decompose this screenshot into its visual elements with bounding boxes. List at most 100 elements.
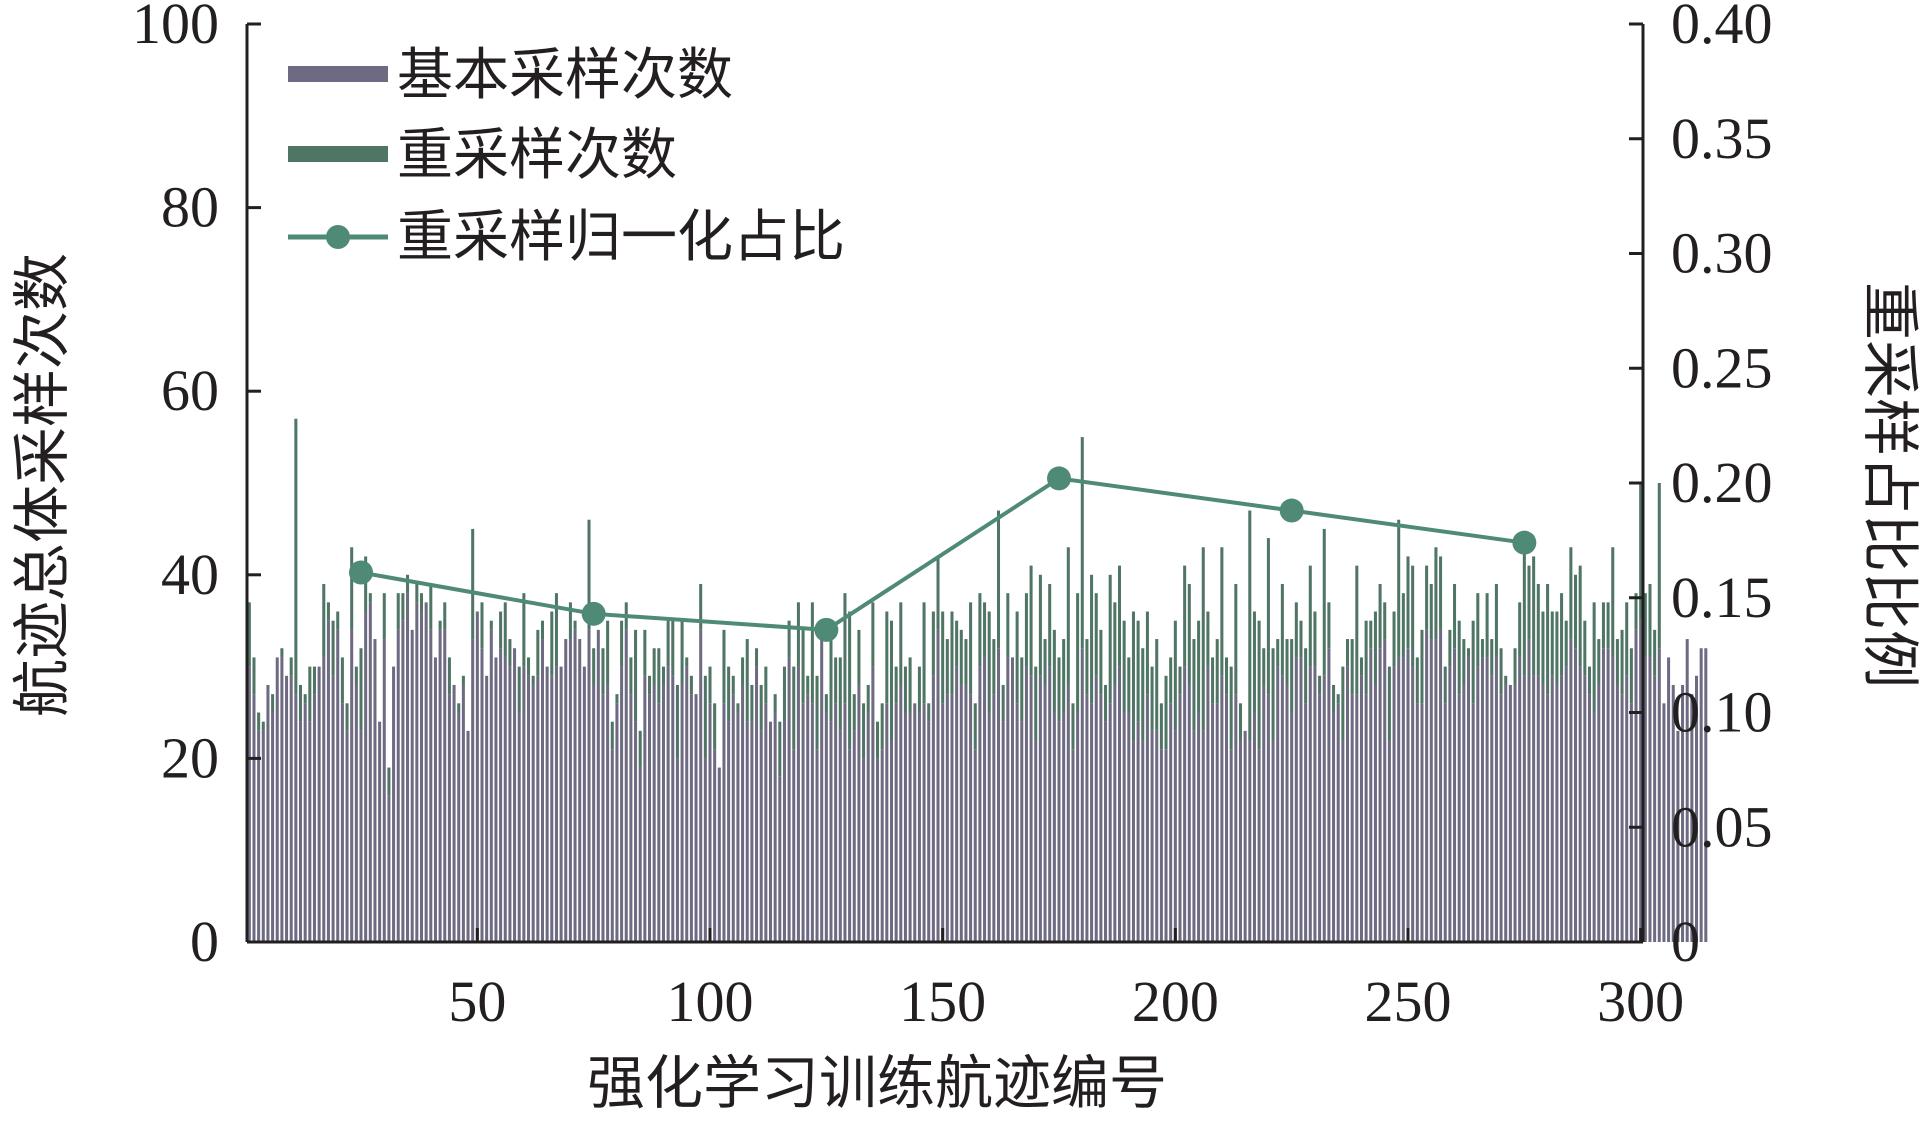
bar-resample <box>471 528 475 640</box>
bar-resample <box>396 593 400 630</box>
bar-base <box>889 740 893 942</box>
bar-base <box>862 758 866 942</box>
y-left-tick-label: 80 <box>161 175 219 240</box>
bar-base <box>513 648 517 942</box>
x-tick-label: 150 <box>899 969 986 1034</box>
bar-base <box>941 703 945 942</box>
bar-resample <box>1639 483 1643 621</box>
bar-base <box>438 629 442 942</box>
bar-resample <box>1234 583 1238 695</box>
bar-base <box>1485 657 1489 942</box>
bar-resample <box>1252 611 1256 713</box>
bar-base <box>1090 703 1094 942</box>
bar-resample <box>671 620 675 676</box>
bar-resample <box>592 648 596 685</box>
bar-base <box>1197 712 1201 942</box>
bar-resample <box>554 593 558 667</box>
bar-resample <box>1187 583 1191 685</box>
bar-base <box>396 629 400 942</box>
bar-resample <box>280 648 284 658</box>
bar-resample <box>745 639 749 722</box>
bar-resample <box>615 694 619 704</box>
bar-base <box>1513 684 1517 942</box>
bar-resample <box>438 620 442 630</box>
bar-resample <box>1587 666 1591 695</box>
bar-resample <box>568 602 572 640</box>
bar-resample <box>824 694 828 713</box>
bar-base <box>1439 629 1443 942</box>
bar-base <box>1271 740 1275 942</box>
bar-base <box>471 639 475 942</box>
bar-resample <box>1206 611 1210 667</box>
bar-resample <box>689 675 693 695</box>
bar-base <box>806 694 810 942</box>
bar-base <box>1476 666 1480 942</box>
bar-resample <box>973 703 977 750</box>
bar-base <box>559 666 563 942</box>
bar-resample <box>1434 547 1438 640</box>
bar-base <box>1699 648 1703 942</box>
bar-base <box>1201 730 1205 942</box>
bar-base <box>1048 666 1052 942</box>
y-left-tick-label: 100 <box>132 0 219 56</box>
bar-base <box>308 721 312 942</box>
bar-base <box>1234 694 1238 942</box>
legend-label-base: 基本采样次数 <box>397 45 733 107</box>
bar-base <box>969 694 973 942</box>
bar-resample <box>880 703 884 750</box>
bar-resample <box>657 648 661 704</box>
bar-base <box>1057 721 1061 942</box>
bar-base <box>317 666 321 942</box>
bar-resample <box>1238 703 1242 741</box>
bar-base <box>620 666 624 942</box>
bar-base <box>703 758 707 942</box>
y-right-tick-label: 0.35 <box>1671 106 1773 171</box>
bar-base <box>1192 730 1196 942</box>
bar-resample <box>289 657 293 676</box>
x-tick-label: 100 <box>667 969 754 1034</box>
bar-resample <box>1038 574 1042 676</box>
bar-base <box>824 712 828 942</box>
bar-base <box>1369 648 1373 942</box>
bar-resample <box>1574 574 1578 649</box>
bar-base <box>1001 721 1005 942</box>
legend-swatch-resample <box>288 146 388 162</box>
bar-base <box>508 666 512 942</box>
bar-base <box>568 639 572 942</box>
bar-base <box>1606 648 1610 942</box>
bar-resample <box>950 611 954 695</box>
bar-resample <box>1346 639 1350 667</box>
bar-base <box>1425 629 1429 942</box>
bar-resample <box>750 684 754 722</box>
bar-resample <box>401 593 405 621</box>
bar-resample <box>606 620 610 685</box>
bar-resample <box>303 694 307 704</box>
bar-base <box>899 684 903 942</box>
bar-resample <box>1201 547 1205 731</box>
bar-base <box>1601 648 1605 942</box>
y-right-tick-label: 0.15 <box>1671 565 1773 630</box>
bar-base <box>1643 657 1647 942</box>
bar-base <box>787 657 791 942</box>
bar-resample <box>247 602 251 667</box>
bar-base <box>1155 730 1159 942</box>
bar-resample <box>1117 565 1122 667</box>
bar-resample <box>796 602 800 667</box>
bar-resample <box>1466 648 1471 658</box>
bar-base <box>289 675 293 942</box>
bar-base <box>1634 629 1638 942</box>
bar-resample <box>1057 657 1061 722</box>
bar-base <box>829 721 833 942</box>
bar-resample <box>1136 620 1140 722</box>
ratio-line <box>360 476 1525 632</box>
bar-resample <box>1518 602 1522 658</box>
bar-base <box>406 593 410 942</box>
bar-base <box>1704 648 1708 942</box>
bar-base <box>1574 648 1578 942</box>
bar-resample <box>922 602 926 704</box>
bar-resample <box>368 593 372 603</box>
bar-base <box>433 657 437 942</box>
bar-resample <box>1657 483 1661 649</box>
bar-base <box>350 629 354 942</box>
bar-base <box>657 703 661 942</box>
